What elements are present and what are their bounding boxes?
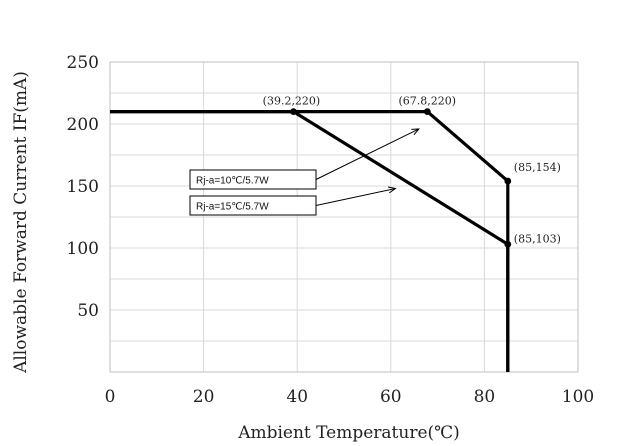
data-points	[290, 108, 512, 248]
annotation-arrow	[315, 188, 395, 206]
x-tick-labels: 0 20 40 60 80 100	[105, 387, 595, 407]
y-tick-label: 50	[77, 301, 99, 321]
x-tick-label: 60	[380, 387, 402, 407]
y-tick-label: 150	[67, 177, 99, 197]
point-label: (67.8,220)	[399, 95, 457, 108]
x-tick-label: 0	[105, 387, 116, 407]
y-tick-labels: 50 100 150 200 250	[67, 53, 99, 321]
x-axis-title: Ambient Temperature(℃)	[237, 423, 460, 443]
series-line-1	[110, 109, 510, 372]
y-tick-label: 200	[67, 115, 99, 135]
point-label: (85,154)	[514, 161, 561, 174]
annotations: Rj-a=10℃/5.7W Rj-a=15℃/5.7W	[189, 129, 419, 216]
y-tick-label: 250	[67, 53, 99, 73]
y-tick-label: 100	[67, 239, 99, 259]
data-point	[290, 108, 297, 115]
x-tick-label: 20	[193, 387, 215, 407]
annotation-arrow	[315, 129, 419, 180]
annotation-label: Rj-a=10℃/5.7W	[196, 176, 269, 187]
annotation-label: Rj-a=15℃/5.7W	[196, 202, 269, 213]
point-labels: (39.2,220) (67.8,220) (85,154) (85,103)	[263, 95, 561, 246]
y-axis-title: Allowable Forward Current IF(mA)	[11, 71, 31, 374]
x-tick-label: 100	[562, 387, 594, 407]
series-line-2	[110, 109, 510, 372]
plot-frame	[109, 61, 579, 373]
x-tick-label: 40	[286, 387, 308, 407]
data-point	[423, 108, 431, 115]
point-label: (39.2,220)	[263, 95, 321, 108]
data-point	[504, 240, 512, 248]
point-label: (85,103)	[514, 232, 561, 245]
data-point	[504, 177, 512, 185]
series-lines	[110, 109, 510, 372]
x-tick-label: 80	[474, 387, 496, 407]
